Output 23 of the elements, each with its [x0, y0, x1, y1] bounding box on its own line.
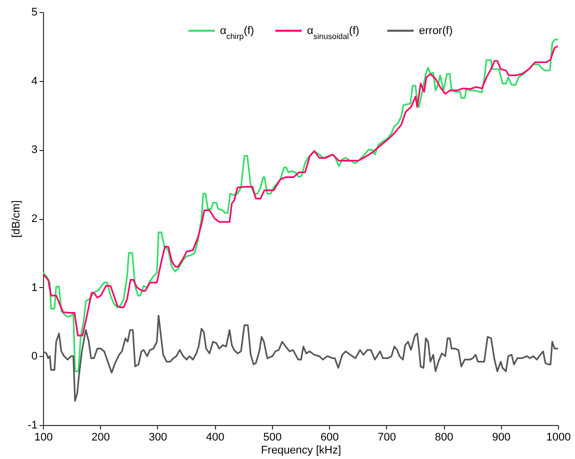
x-tick-label: 200: [92, 432, 110, 444]
y-tick-label: 2: [31, 213, 38, 225]
x-axis-title: Frequency [kHz]: [260, 444, 342, 456]
line-series: [43, 314, 558, 402]
y-tick-label: 3: [31, 144, 38, 156]
x-tick-label: 700: [378, 432, 396, 444]
y-axis-title: [dB/cm]: [10, 200, 23, 238]
y-tick-label: -1: [28, 420, 38, 432]
x-tick-label: 400: [206, 432, 224, 444]
x-tick-label: 300: [148, 432, 168, 444]
y-tick-label: 5: [31, 6, 38, 18]
x-tick-label: 500: [263, 432, 282, 444]
legend-label: α$_{sinusoidal}$(f): [307, 24, 360, 40]
x-tick-label: 800: [434, 432, 454, 444]
x-tick-label: 1000: [546, 432, 571, 444]
y-tick-label: 1: [31, 282, 38, 294]
legend-label: α$_{chirp}$(f): [220, 24, 254, 40]
legend-label: error(f): [419, 24, 453, 37]
x-tick-label: 100: [34, 432, 53, 444]
y-tick-label: 4: [31, 75, 38, 88]
y-tick-label: 0: [31, 350, 38, 363]
x-tick-label: 900: [492, 432, 510, 444]
x-tick-label: 600: [320, 432, 339, 444]
